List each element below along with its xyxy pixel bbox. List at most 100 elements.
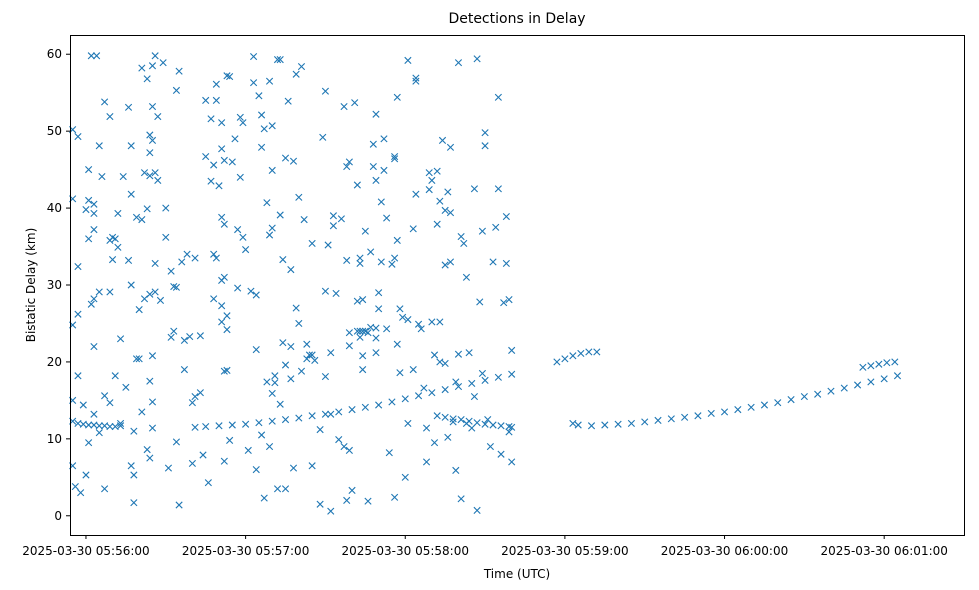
data-point [255,419,263,427]
data-point [388,260,396,268]
data-point [148,136,157,144]
series-0 [69,417,125,431]
data-point [239,119,247,127]
data-point [454,382,463,391]
data-point [207,177,215,185]
data-point [561,355,569,363]
data-point [106,422,114,431]
data-point [260,125,268,133]
data-point [853,381,862,389]
data-point [446,209,455,217]
data-point [204,479,212,487]
data-point [489,258,497,266]
y-tick-label: 0 [54,509,62,523]
data-point [502,212,510,221]
data-point [377,198,385,206]
data-point [90,209,98,218]
data-point [186,332,194,341]
data-point [422,458,431,466]
data-point [268,417,276,425]
data-point [470,185,479,193]
data-point [228,158,236,166]
data-point [124,103,133,111]
data-point [223,366,231,374]
data-point [101,98,109,106]
data-point [422,424,431,432]
data-point [279,256,287,264]
data-point [93,52,101,60]
data-point [234,226,242,234]
data-point [268,122,276,130]
data-point [127,142,135,150]
data-point [268,389,276,398]
data-point [124,256,133,264]
data-point [292,304,300,312]
data-point [375,401,383,409]
data-point [297,367,306,375]
data-point [396,305,404,313]
data-point [356,254,364,262]
data-point [441,386,449,394]
data-point [494,185,502,193]
y-tick-label: 50 [47,124,62,138]
data-point [188,459,196,468]
data-point [383,325,391,333]
data-point [87,52,95,60]
x-tick-label: 2025-03-30 06:00:00 [661,544,788,558]
data-point [356,333,364,341]
data-point [210,250,218,258]
data-point [135,306,143,314]
data-point [401,473,409,481]
data-point [319,133,327,141]
data-point [138,216,146,224]
data-point [279,339,287,347]
data-point [654,416,662,424]
data-point [82,206,90,214]
data-point [577,349,585,358]
x-tick-label: 2025-03-30 06:01:00 [820,544,947,558]
data-point [210,161,218,169]
data-point [218,145,226,153]
data-point [183,250,191,258]
data-point [867,362,875,370]
data-point [444,188,452,196]
data-point [85,235,93,243]
data-point [353,327,361,335]
data-point [875,360,883,368]
data-point [140,169,149,177]
data-point [146,172,154,180]
data-point [146,290,154,298]
data-point [316,426,324,434]
data-point [707,409,715,418]
data-point [396,369,404,377]
data-point [255,92,263,100]
data-point [500,299,508,307]
data-point [502,259,510,268]
y-tick-label: 60 [47,47,62,61]
data-point [340,442,348,451]
data-point [760,401,769,409]
x-axis-label: Time (UTC) [483,567,550,581]
data-point [383,214,391,222]
data-point [372,349,380,357]
data-point [409,225,417,233]
data-point [356,259,364,268]
data-point [146,149,154,157]
data-point [627,419,635,428]
data-point [372,334,380,342]
data-point [175,67,183,75]
data-point [151,259,159,268]
data-point [428,389,436,397]
data-point [505,428,513,436]
data-point [332,289,340,298]
data-point [814,390,822,398]
data-point [473,419,481,427]
data-point [265,442,274,451]
data-point [774,399,782,407]
data-point [375,305,383,313]
data-point [335,436,343,444]
data-point [601,421,609,429]
data-point [111,235,119,243]
data-point [218,302,226,310]
